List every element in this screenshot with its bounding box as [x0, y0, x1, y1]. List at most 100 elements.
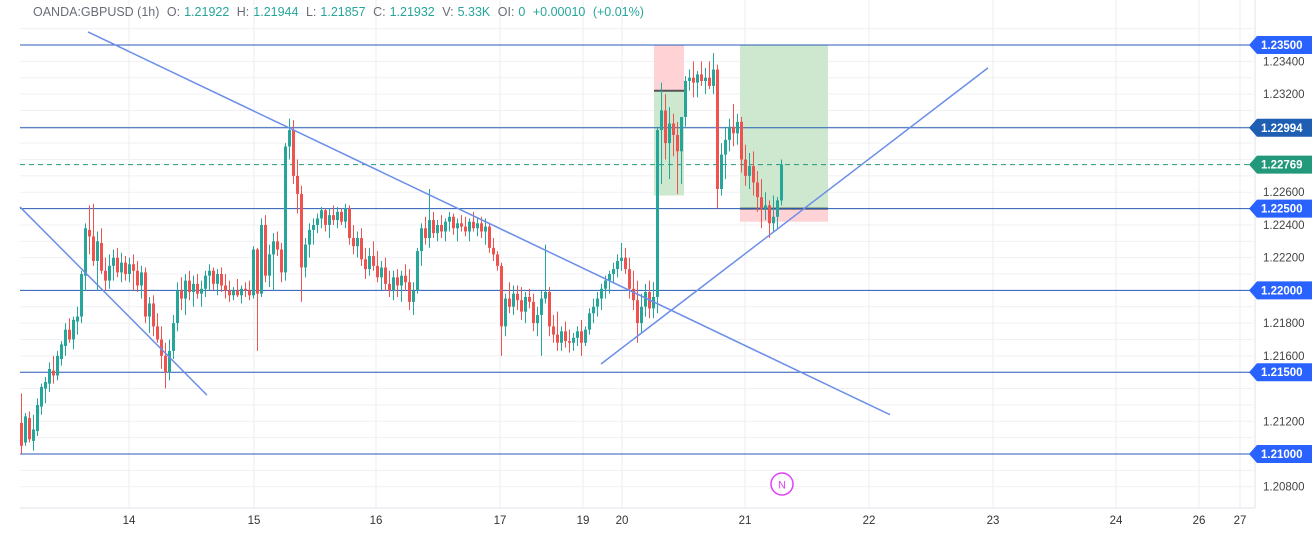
open-label: O: [166, 5, 181, 19]
candle-body [312, 224, 315, 230]
long-stop-zone[interactable] [740, 208, 828, 222]
candle-body [172, 323, 175, 351]
candle-body [420, 228, 423, 252]
level-price-tag [1249, 281, 1312, 300]
change-percent: (+0.01%) [592, 5, 644, 19]
candle-body [760, 197, 763, 209]
candle-body [692, 77, 695, 83]
candle-body [724, 139, 727, 155]
candle-body [236, 290, 239, 296]
candle-body [200, 288, 203, 294]
candle-body [268, 254, 271, 276]
candle-body [544, 292, 547, 299]
price-tick-label: 1.21200 [1263, 416, 1305, 428]
candle-body [492, 247, 495, 255]
candle-body [436, 224, 439, 234]
volume-value: 5.33K [457, 5, 491, 19]
candle-body [116, 257, 119, 273]
candle-body [744, 159, 747, 176]
candle-body [428, 220, 431, 239]
candle-body [132, 264, 135, 271]
candle-body [740, 121, 743, 160]
candle-body [468, 221, 471, 232]
candle-body [764, 205, 767, 209]
candle-body [156, 326, 159, 340]
candle-body [360, 238, 363, 260]
candle-body [292, 130, 295, 176]
horizontal-levels[interactable] [20, 44, 1253, 455]
candle-body [736, 121, 739, 134]
trendline[interactable] [600, 67, 989, 365]
trendline[interactable] [87, 31, 891, 416]
candle-body [440, 224, 443, 232]
candle-body [472, 221, 475, 229]
price-tick-label: 1.21600 [1263, 351, 1305, 363]
chart-legend: OANDA:GBPUSD (1h) O: 1.21922 H: 1.21944 L:… [33, 5, 648, 19]
candle-body [140, 272, 143, 286]
high-value: 1.21944 [253, 5, 299, 19]
open-value: 1.21922 [184, 5, 230, 19]
time-tick-label: 19 [577, 515, 590, 527]
level-price-tag-label: 1.21500 [1261, 367, 1303, 379]
candle-body [636, 300, 639, 324]
candle-body [396, 277, 399, 286]
candle-body [336, 211, 339, 221]
candle-body [500, 265, 503, 327]
candle-body [556, 334, 559, 343]
candle-body [388, 283, 391, 291]
current-price-tag [1249, 155, 1312, 174]
level-price-tag [1249, 363, 1312, 382]
price-tick-label: 1.23400 [1263, 56, 1305, 68]
time-tick-label: 24 [1110, 515, 1123, 527]
candle-body [356, 238, 359, 247]
candle-body [316, 218, 319, 225]
candle-body [552, 326, 555, 335]
candle-body [712, 69, 715, 86]
time-tick-label: 15 [248, 515, 261, 527]
symbol-label[interactable]: OANDA:GBPUSD (1h) [33, 5, 160, 19]
candle-body [640, 306, 643, 324]
candle-body [252, 249, 255, 296]
candle-body [144, 272, 147, 317]
candle-body [164, 355, 167, 373]
candle-body [540, 298, 543, 315]
candle-body [256, 249, 259, 294]
candle-body [748, 166, 751, 176]
candle-body [48, 368, 51, 384]
candle-body [484, 226, 487, 232]
time-axis[interactable]: 14 15 16 17 19 20 21 22 23 24 26 27 [20, 507, 1255, 527]
candle-body [176, 290, 179, 324]
candle-body [504, 298, 507, 327]
candle-body [120, 262, 123, 273]
candle-body [84, 228, 87, 276]
candle-body [168, 350, 171, 373]
candle-body [424, 228, 427, 239]
candle-body [616, 260, 619, 270]
level-price-tag-label: 1.22000 [1261, 285, 1303, 297]
price-tick-label: 1.22200 [1263, 253, 1305, 265]
candle-body [204, 275, 207, 289]
price-tick-label: 1.21800 [1263, 318, 1305, 330]
short-stop-zone[interactable] [654, 45, 684, 91]
close-label: C: [373, 5, 386, 19]
trendlines[interactable] [19, 31, 989, 416]
candle-body [232, 290, 235, 296]
level-price-tag-label: 1.23500 [1261, 40, 1303, 52]
candle-body [160, 339, 163, 356]
candle-body [728, 126, 731, 140]
candle-body [20, 422, 23, 446]
candle-body [96, 241, 99, 261]
candle-body [404, 275, 407, 283]
candle-body [508, 298, 511, 307]
candle-body [28, 418, 31, 440]
candle-body [644, 292, 647, 307]
candle-body [660, 110, 663, 131]
trendline[interactable] [19, 206, 208, 396]
candle-body [88, 229, 91, 237]
candle-body [324, 210, 327, 225]
candle-body [720, 154, 723, 189]
candle-body [344, 208, 347, 222]
news-badge[interactable]: N [770, 472, 794, 496]
candle-body [628, 269, 631, 289]
